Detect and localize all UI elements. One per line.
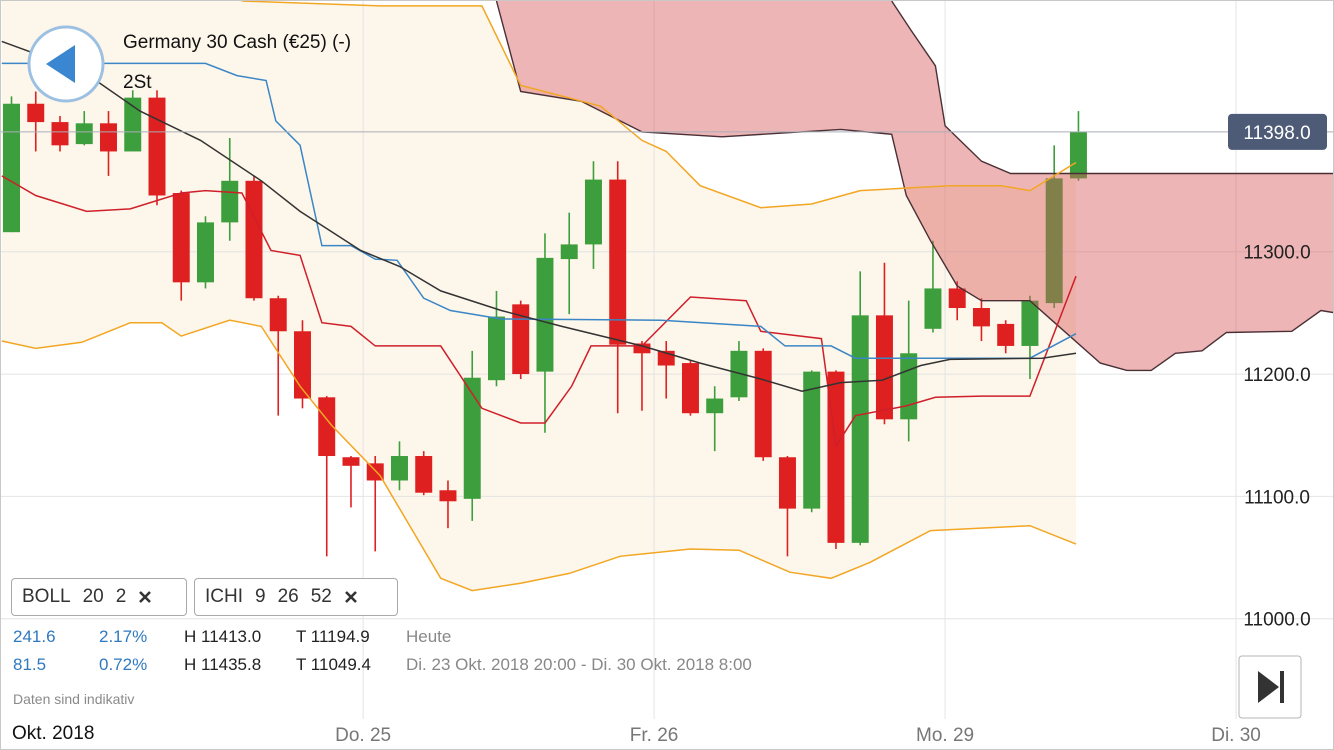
indicator-param: 2 <box>115 586 127 607</box>
remove-icon[interactable] <box>344 590 358 604</box>
candle-body <box>221 180 239 223</box>
x-tick-label: Mo. 29 <box>916 725 974 746</box>
stat-value: Heute <box>406 627 452 646</box>
stat-value: 2.17% <box>99 627 148 646</box>
y-tick-label: 11100.0 <box>1244 487 1310 508</box>
candle-body <box>197 222 214 283</box>
candle-body <box>1045 178 1063 304</box>
candle-body <box>366 463 384 481</box>
stat-value: H 11413.0 <box>184 627 262 646</box>
y-tick-label: 11300.0 <box>1243 243 1310 264</box>
candle-body <box>924 288 942 329</box>
candle-body <box>27 103 45 123</box>
y-tick-label: 11200.0 <box>1243 365 1310 386</box>
last-price-box <box>1228 113 1327 150</box>
candle-body <box>948 288 966 309</box>
candle-body <box>342 457 360 466</box>
candle-body <box>148 97 166 196</box>
stat-value: 0.72% <box>99 655 148 674</box>
candle-body <box>584 179 602 245</box>
candle-body <box>536 257 554 372</box>
indicator-param: 9 <box>255 586 266 607</box>
indicator-chip[interactable]: ICHI 9 26 52 <box>194 578 398 616</box>
candle-body <box>245 180 263 299</box>
indicator-line <box>1 40 1077 392</box>
indicator-name: BOLL <box>22 586 71 607</box>
remove-icon[interactable] <box>138 590 152 604</box>
stat-value: 241.6 <box>13 627 56 646</box>
period-label: Okt. 2018 <box>1 719 117 749</box>
candle-body <box>463 377 481 499</box>
x-tick-label: Do. 25 <box>335 725 391 746</box>
x-tick-label: Di. 30 <box>1211 725 1261 746</box>
candle-body <box>3 103 20 233</box>
candle-body <box>706 398 724 414</box>
indicator-param: 26 <box>277 586 299 607</box>
candle-body <box>172 193 190 283</box>
candle-body <box>681 363 699 414</box>
indicator-line <box>1 62 1077 359</box>
candle-body <box>124 97 142 152</box>
interval-label[interactable]: 2St <box>123 72 152 93</box>
candle-body <box>100 123 117 152</box>
indicator-param: 52 <box>310 586 332 607</box>
candle-body <box>633 343 651 354</box>
indicator-line <box>1 175 1077 449</box>
ichimoku-cloud <box>496 1 1333 371</box>
candle-body <box>1021 300 1039 346</box>
candle-body <box>851 315 869 543</box>
footnote: Daten sind indikativ <box>13 691 135 707</box>
cloud-line <box>495 1 1333 372</box>
candle-body <box>609 179 627 345</box>
x-tick-label: Fr. 26 <box>630 725 679 746</box>
candle-body <box>75 123 93 145</box>
candle-body <box>778 457 796 509</box>
indicator-line <box>1 319 1077 592</box>
candle-body <box>900 353 918 420</box>
candle-body <box>487 316 505 381</box>
candle-body <box>754 350 772 458</box>
candle-body <box>730 350 748 398</box>
candle-body <box>318 397 336 457</box>
indicator-name: ICHI <box>205 586 243 607</box>
candle-body <box>390 456 408 481</box>
indicator-line <box>241 1 1077 209</box>
y-tick-label: 11000.0 <box>1243 610 1310 631</box>
candle-body <box>972 308 990 327</box>
candle-body <box>439 490 457 502</box>
cloud-line <box>891 1 1333 175</box>
plot-area <box>1 1 1333 719</box>
stat-value: Di. 23 Okt. 2018 20:00 - Di. 30 Okt. 201… <box>406 655 752 674</box>
candle-body <box>415 456 433 493</box>
candle-body <box>512 304 530 375</box>
stat-value: T 11194.9 <box>296 627 370 646</box>
candle-body <box>51 122 69 146</box>
indicator-chip[interactable]: BOLL 20 2 <box>11 578 187 616</box>
indicator-param: 20 <box>82 586 104 607</box>
candle-body <box>269 298 287 332</box>
stat-value: 81.5 <box>13 655 47 674</box>
candle-body <box>997 323 1015 346</box>
candle-body <box>1069 131 1087 179</box>
candle-body <box>293 331 311 399</box>
candle-body <box>803 371 821 509</box>
candle-body <box>875 315 893 420</box>
last-price-label: 11398.0 <box>1243 123 1310 144</box>
candle-body <box>560 244 578 260</box>
instrument-title: Germany 30 Cash (€25) (-) <box>123 32 352 53</box>
stat-value: H 11435.8 <box>184 655 262 674</box>
stat-value: T 11049.4 <box>296 655 371 674</box>
